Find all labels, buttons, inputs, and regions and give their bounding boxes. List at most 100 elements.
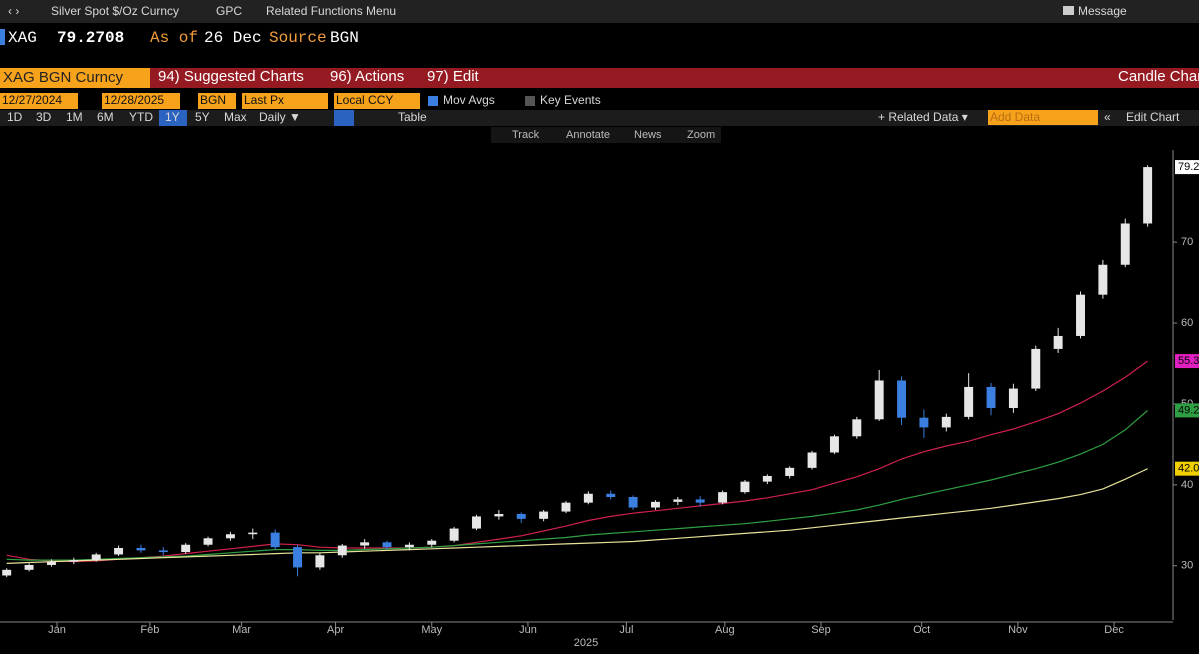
x-axis-label: 2025	[574, 637, 598, 649]
function-name[interactable]: GPC	[216, 4, 242, 18]
security-box-text[interactable]: XAG BGN Curncy	[3, 69, 124, 86]
tool[interactable]: Annotate	[566, 129, 610, 141]
back-forward[interactable]: ‹ ›	[8, 4, 19, 18]
x-tick-label: Jun	[519, 624, 537, 636]
range-button[interactable]: 6M	[97, 110, 114, 124]
table-button[interactable]: Table	[398, 110, 427, 124]
ticker-marker	[0, 29, 5, 45]
period[interactable]: Daily ▼	[259, 110, 301, 124]
checkbox[interactable]	[525, 96, 535, 106]
range-button[interactable]: 1D	[7, 110, 23, 124]
tool-bar	[491, 127, 721, 143]
menu-bar	[0, 68, 1199, 88]
price: 79.2708	[57, 29, 124, 47]
field[interactable]: Last Px	[244, 93, 284, 107]
candle-body	[583, 493, 593, 503]
input[interactable]	[102, 93, 180, 109]
tool[interactable]: Zoom	[687, 129, 715, 141]
candle-body	[1053, 335, 1063, 349]
candle-body	[695, 499, 705, 503]
candle-body	[360, 542, 370, 546]
y-tick-label: 70	[1181, 236, 1193, 248]
range-button[interactable]: 5Y	[195, 110, 210, 124]
candle-body	[606, 493, 616, 497]
tool[interactable]: Track	[512, 129, 540, 141]
candle-body	[1031, 348, 1041, 389]
candle-body	[158, 550, 168, 553]
moving-average	[6, 468, 1148, 564]
end-label: 49.2	[1178, 404, 1199, 416]
x-tick-label: Sep	[811, 624, 831, 636]
last-price-box	[1175, 160, 1199, 175]
candle-body	[807, 452, 817, 468]
candle-body	[382, 542, 392, 548]
mov-avgs[interactable]: Mov Avgs	[443, 93, 495, 107]
candle-body	[2, 569, 12, 576]
candle-body	[1098, 264, 1108, 295]
input[interactable]	[0, 93, 78, 109]
candle-body	[1008, 388, 1018, 408]
candle-body	[561, 502, 571, 512]
range-button[interactable]: 3D	[36, 110, 52, 124]
related-menu[interactable]: Related Functions Menu	[266, 4, 396, 18]
x-tick-label: Apr	[327, 624, 344, 636]
security-box[interactable]	[0, 68, 150, 88]
candle-body	[740, 481, 750, 493]
message-icon	[1063, 6, 1074, 15]
security-title[interactable]: Silver Spot $/Oz Curncy	[51, 4, 179, 18]
candle-body	[986, 386, 996, 408]
candle-body	[829, 436, 839, 453]
candle-body	[225, 534, 235, 539]
edit-chart[interactable]: Edit Chart	[1126, 110, 1180, 124]
candle-body	[315, 555, 325, 568]
candle-body	[628, 497, 638, 508]
collapse[interactable]: «	[1104, 110, 1111, 124]
checkbox[interactable]	[428, 96, 438, 106]
end-date[interactable]: 12/28/2025	[104, 93, 164, 107]
input[interactable]	[198, 93, 236, 109]
x-tick-label: Nov	[1008, 624, 1028, 636]
range-button[interactable]: Max	[224, 110, 247, 124]
candle-body	[852, 419, 862, 437]
y-tick-label: 40	[1181, 479, 1193, 491]
input[interactable]	[334, 93, 420, 109]
x-tick-label: Feb	[140, 624, 159, 636]
end-label-box	[1175, 403, 1199, 418]
candle-body	[516, 513, 526, 519]
candle-body	[539, 511, 549, 519]
range-highlight	[159, 110, 187, 126]
candle-body	[270, 532, 280, 548]
candle-body	[46, 561, 56, 565]
key-events[interactable]: Key Events	[540, 93, 601, 107]
candle-body	[785, 467, 795, 476]
range-buttons: 1D 3D 1M 6M YTD 1Y 5Y Max	[7, 110, 247, 126]
as-of-label: As of	[150, 29, 198, 47]
menu-item[interactable]: 94) Suggested Charts	[158, 68, 304, 85]
menu-item[interactable]: 97) Edit	[427, 68, 480, 85]
message[interactable]: Message	[1078, 4, 1127, 18]
candle-body	[203, 538, 213, 545]
range-button[interactable]: 1Y	[165, 110, 180, 124]
x-tick-label: Jul	[619, 624, 633, 636]
add-data[interactable]: Add Data	[990, 110, 1040, 124]
range-button[interactable]: YTD	[129, 110, 153, 124]
candle-body	[181, 544, 191, 553]
end-label-box	[1175, 461, 1199, 476]
menu-item[interactable]: 96) Actions	[330, 68, 404, 85]
candle-body	[673, 499, 683, 502]
pricing-source[interactable]: BGN	[200, 93, 226, 107]
start-date[interactable]: 12/27/2024	[2, 93, 62, 107]
input[interactable]	[242, 93, 328, 109]
x-tick-label: Jan	[48, 624, 66, 636]
x-tick-label: Aug	[715, 624, 735, 636]
chart-type[interactable]: Candle Char	[1118, 68, 1199, 85]
range-button[interactable]: 1M	[66, 110, 83, 124]
end-label-box	[1175, 354, 1199, 369]
source: BGN	[330, 29, 359, 47]
tool[interactable]: News	[634, 129, 662, 141]
add-data-box[interactable]	[988, 110, 1098, 125]
related-data[interactable]: + Related Data ▾	[878, 110, 968, 124]
currency[interactable]: Local CCY	[336, 93, 393, 107]
candle-toggle[interactable]	[334, 110, 354, 126]
